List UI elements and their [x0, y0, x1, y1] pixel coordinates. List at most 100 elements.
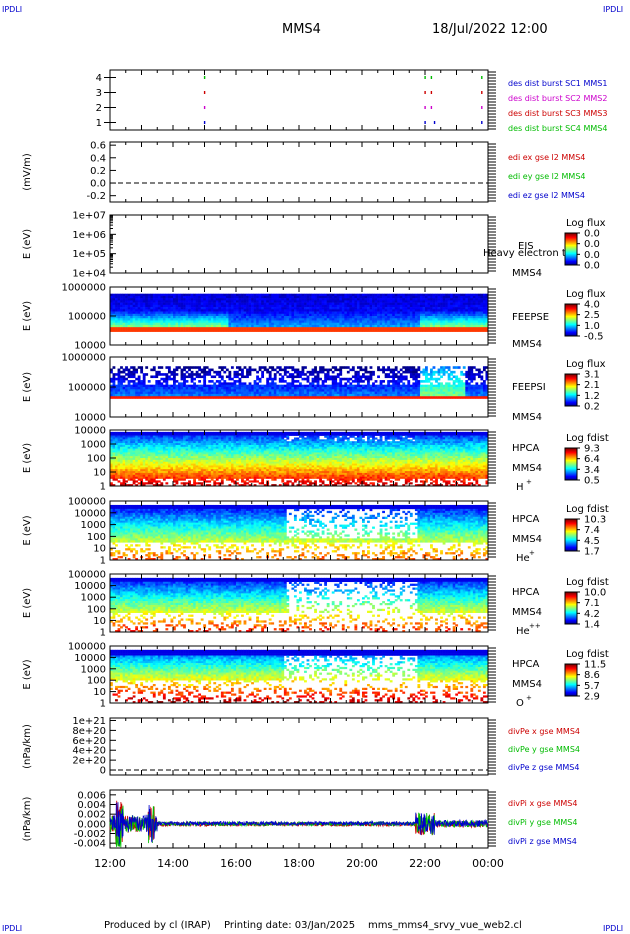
instrument-label: HPCA: [512, 587, 540, 598]
colorbar-tick-label: 0.0: [584, 229, 600, 240]
colorbar-tick-label: -0.5: [584, 332, 604, 343]
y-tick-label: 100000: [68, 570, 106, 581]
time-ticks: [109, 501, 489, 560]
y-tick-label: 1e+04: [72, 269, 106, 280]
legend-entry: divPi z gse MMS4: [508, 837, 577, 846]
y-tick-label: 0.4: [90, 153, 106, 164]
instrument-label: HPCA: [512, 659, 540, 670]
corner-mark-bottom-right: IPDLI: [603, 924, 624, 933]
y-tick-label: 0.002: [77, 810, 106, 821]
legend-entry: edi ez gse l2 MMS4: [508, 191, 585, 200]
y-tick-label: 0.2: [90, 166, 106, 177]
colorbar-title: Log fdist: [566, 504, 609, 515]
colorbar: [564, 518, 580, 552]
burst-mark: [481, 91, 483, 94]
right-tick-comb: [488, 143, 496, 202]
panel-frame: [109, 789, 489, 849]
time-ticks: [109, 287, 489, 345]
colorbar-tick-label: 0.0: [584, 261, 600, 272]
y-tick-label: -0.002: [74, 829, 106, 840]
burst-mark: [430, 106, 433, 109]
right-tick-comb: [488, 719, 496, 775]
species-charge: +: [526, 694, 532, 702]
x-tick-label: 16:00: [220, 857, 252, 870]
y-tick-label: 1: [100, 556, 106, 567]
species-label: He: [516, 626, 530, 637]
burst-mark: [424, 106, 426, 109]
y-axis-label: E (eV): [22, 515, 33, 545]
y-tick-label: 1: [96, 118, 102, 129]
spacecraft-label: MMS4: [512, 607, 542, 618]
y-axis-label: (nPa/km): [22, 724, 33, 769]
feepse-spectrogram: [110, 293, 489, 332]
right-tick-comb: [488, 216, 496, 272]
y-tick-label: 10000: [74, 341, 106, 352]
burst-mark: [203, 91, 206, 94]
panel-frame: [109, 141, 489, 203]
y-tick-label: 2: [96, 103, 102, 114]
colorbar-tick-label: 1.4: [584, 620, 600, 631]
colorbar-tick-label: 5.7: [584, 681, 600, 692]
overlay-label: Heavy electron te: [483, 248, 572, 259]
y-tick-label: 3: [96, 88, 102, 99]
x-tick-label: 20:00: [346, 857, 378, 870]
time-ticks: [109, 430, 489, 486]
colorbar: [564, 447, 580, 481]
colorbar-tick-label: 9.3: [584, 444, 600, 455]
colorbar: [564, 663, 580, 697]
y-axis-label: E (eV): [22, 229, 33, 259]
time-ticks: [109, 215, 489, 273]
y-tick-label: 100: [87, 676, 106, 687]
y-tick-label: 10: [93, 616, 106, 627]
hpca-spectrogram: [110, 649, 489, 704]
footer-printing-date: Printing date: 03/Jan/2025: [224, 920, 356, 931]
legend-entry: divPi x gse MMS4: [508, 799, 577, 808]
y-tick-label: 1000000: [61, 283, 106, 294]
divpi-series-line: [109, 802, 489, 845]
y-tick-label: 100000: [68, 383, 106, 394]
y-tick-label: 100: [87, 532, 106, 543]
colorbar-tick-label: 10.3: [584, 515, 606, 526]
y-tick-label: -0.2: [86, 191, 106, 202]
colorbar-tick-label: 1.7: [584, 547, 600, 558]
time-ticks: [109, 574, 489, 632]
legend-entry: des dist burst SC1 MMS1: [508, 79, 607, 88]
y-tick-label: 1000: [81, 664, 106, 675]
corner-mark-bottom-left: IPDLI: [2, 924, 23, 933]
y-tick-label: 0.000: [77, 819, 106, 830]
y-tick-label: 10: [93, 687, 106, 698]
y-axis-label: E (eV): [22, 588, 33, 618]
x-tick-label: 18:00: [283, 857, 315, 870]
instrument-label: FEEPSI: [512, 382, 546, 393]
y-tick-label: 10000: [74, 426, 106, 437]
y-tick-label: 10: [93, 544, 106, 555]
colorbar-tick-label: 0.0: [584, 250, 600, 261]
right-tick-comb: [488, 647, 496, 703]
spacecraft-label: MMS4: [512, 339, 542, 350]
right-tick-comb: [488, 575, 496, 631]
x-tick-label: 22:00: [409, 857, 441, 870]
burst-mark: [430, 76, 433, 79]
spacecraft-label: MMS4: [512, 268, 542, 279]
colorbar-tick-label: 6.4: [584, 454, 600, 465]
spacecraft-title: MMS4: [282, 22, 321, 37]
colorbar-tick-label: 4.2: [584, 609, 600, 620]
footer-filename: mms_mms4_srvy_vue_web2.cl: [368, 920, 522, 931]
y-tick-label: 1e+05: [72, 249, 106, 260]
right-tick-comb: [488, 791, 496, 847]
hpca-spectrogram: [110, 504, 489, 561]
hpca-spectrogram: [110, 577, 489, 633]
y-tick-label: 100: [87, 454, 106, 465]
panel-frame: [109, 717, 489, 776]
legend-entry: divPi y gse MMS4: [508, 818, 577, 827]
time-ticks: [109, 70, 489, 130]
colorbar-tick-label: 7.1: [584, 598, 600, 609]
y-tick-label: 0.004: [77, 800, 106, 811]
colorbar-tick-label: 10.0: [584, 588, 606, 599]
species-label: H: [516, 482, 524, 493]
burst-mark: [430, 91, 433, 94]
y-tick-label: 1: [100, 699, 106, 710]
y-tick-label: 0.6: [90, 141, 106, 152]
colorbar-tick-label: 0.5: [584, 476, 600, 487]
spacecraft-label: MMS4: [512, 463, 542, 474]
